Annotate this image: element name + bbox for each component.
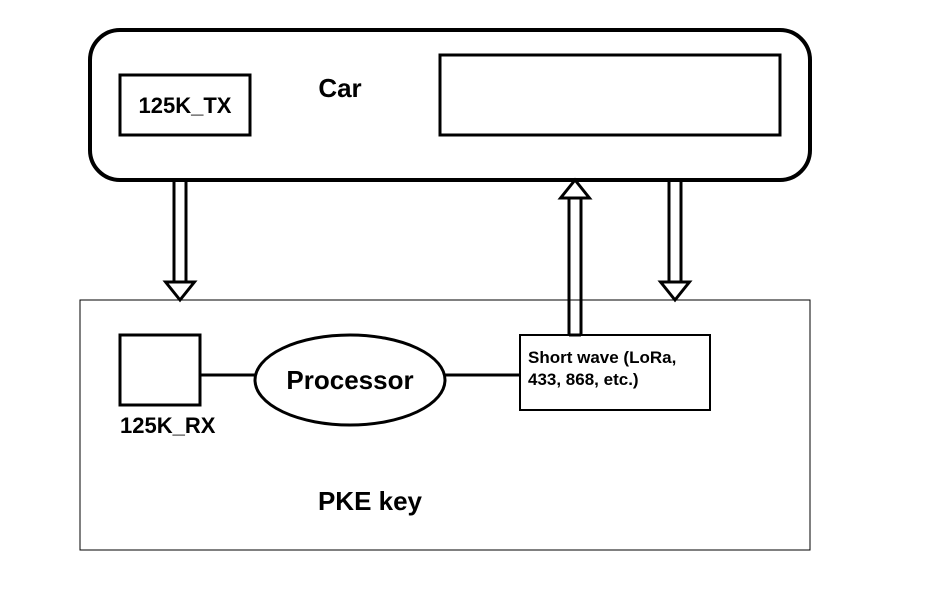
rx-box [120, 335, 200, 405]
car-empty-box [440, 55, 780, 135]
shortwave-label-1: Short wave (LoRa, [528, 348, 676, 367]
arrow-tx-to-rx [166, 180, 195, 300]
arrow-shortwave-up [561, 180, 590, 335]
tx-label: 125K_TX [139, 93, 232, 118]
rx-label: 125K_RX [120, 413, 216, 438]
shortwave-label-2: 433, 868, etc.) [528, 370, 639, 389]
pke-label: PKE key [318, 486, 423, 516]
car-label: Car [318, 73, 361, 103]
processor-label: Processor [286, 365, 413, 395]
arrow-car-down [661, 180, 690, 300]
